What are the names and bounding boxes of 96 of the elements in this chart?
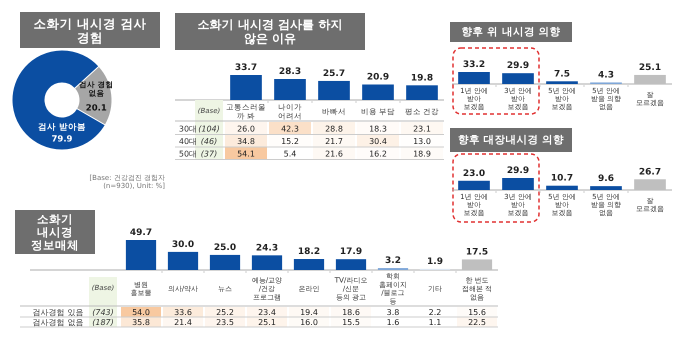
bar	[546, 186, 578, 190]
data-label: 1.6	[386, 318, 400, 326]
data-label: 26.0	[237, 124, 255, 133]
data-label: 18.2	[298, 247, 320, 258]
data-label: 13.0	[413, 136, 431, 146]
bar	[634, 74, 666, 84]
data-label: 28.3	[278, 67, 302, 78]
data-label: 16.0	[300, 318, 318, 326]
bar	[252, 255, 282, 270]
data-label: 54.0	[132, 308, 150, 316]
data-label: 22.5	[468, 318, 486, 326]
bar	[458, 72, 490, 84]
data-label: 33.2	[462, 60, 486, 70]
bar	[274, 79, 306, 100]
data-label: 23.5	[216, 318, 234, 326]
data-label: 30.0	[172, 240, 194, 250]
data-label: 18.6	[342, 308, 360, 316]
data-label: 33.6	[174, 308, 192, 316]
data-label: 17.9	[340, 247, 362, 258]
bar	[318, 80, 350, 100]
data-label: 18.9	[413, 148, 431, 158]
data-label: 1.9	[427, 256, 443, 267]
slice-label: 검사 받아봄	[38, 122, 86, 132]
data-label: 20.1	[86, 103, 107, 114]
data-label: 21.4	[174, 318, 192, 326]
data-label: 3.8	[386, 308, 400, 316]
y2-tick-label: (187)	[92, 318, 114, 326]
bar	[336, 259, 366, 270]
data-label: 19.4	[300, 308, 318, 316]
data-label: 29.9	[506, 61, 530, 72]
data-label: 3.2	[385, 256, 401, 266]
chart-title: 향후 대장내시경 의향	[458, 134, 564, 146]
data-label: 20.9	[366, 72, 390, 82]
data-label: 29.9	[506, 166, 530, 176]
chart-title: 소화기 내시경 검사 경험	[34, 15, 146, 45]
bar	[230, 75, 262, 100]
data-label: 21.7	[325, 136, 343, 146]
data-label: 17.5	[466, 247, 488, 258]
data-label: 19.8	[410, 73, 434, 84]
data-label: 42.3	[281, 124, 299, 133]
y-tick-label: 50대	[178, 148, 198, 158]
data-label: 25.0	[214, 242, 236, 253]
data-label: 49.7	[130, 228, 152, 238]
chart-title: 향후 위 내시경 의향	[462, 26, 560, 38]
bar	[462, 259, 492, 270]
y-tick-label: 40대	[178, 136, 198, 146]
y-tick-label: 검사경험 없음	[32, 318, 84, 326]
bar	[126, 240, 156, 270]
chart-title: 소화기 내시경 정보매체	[31, 212, 79, 252]
bar	[210, 254, 240, 270]
data-label: 28.8	[325, 124, 343, 133]
data-label: 33.7	[234, 63, 258, 73]
data-label: 15.2	[281, 136, 299, 146]
data-label: 23.4	[258, 308, 276, 316]
bar	[502, 178, 534, 190]
data-label: 2.2	[428, 308, 442, 316]
data-label: 54.1	[237, 148, 255, 158]
data-label: 26.7	[638, 167, 662, 178]
bar	[168, 252, 198, 270]
chart-title: 소화기 내시경 검사를 하지 않은 이유	[198, 18, 342, 46]
data-label: 16.2	[369, 148, 387, 158]
data-label: 7.5	[554, 69, 570, 80]
data-label: 10.7	[550, 174, 574, 184]
data-label: 5.4	[284, 148, 296, 158]
y-tick-label: 30대	[178, 124, 198, 133]
bar	[458, 180, 490, 190]
y-tick-label: 검사경험 있음	[32, 308, 84, 316]
bar	[590, 186, 622, 190]
data-label: 25.7	[322, 68, 346, 79]
data-label: 34.8	[237, 136, 255, 146]
bar	[362, 84, 394, 100]
data-label: 25.1	[258, 318, 276, 326]
data-label: 24.3	[256, 243, 278, 254]
data-label: 21.6	[325, 148, 343, 158]
data-label: 18.3	[369, 124, 387, 133]
data-label: 25.1	[638, 62, 662, 73]
data-label: 9.6	[598, 174, 614, 184]
bar	[502, 73, 534, 84]
bar	[294, 259, 324, 270]
data-label: 4.3	[598, 70, 614, 80]
data-label: 23.0	[462, 168, 486, 179]
data-label: 15.6	[468, 308, 486, 316]
data-label: 79.9	[52, 134, 73, 144]
bar	[406, 85, 438, 100]
y2-tick-label: (743)	[92, 308, 114, 316]
data-label: 1.1	[428, 318, 442, 326]
data-label: 25.2	[216, 308, 234, 316]
y2-tick-label: (46)	[200, 136, 218, 146]
bar	[546, 81, 578, 84]
bar	[634, 179, 666, 190]
y2-tick-label: (104)	[198, 124, 220, 133]
data-label: 30.4	[369, 136, 387, 146]
y2-tick-label: (37)	[200, 148, 218, 158]
data-label: 23.1	[413, 124, 431, 133]
data-label: 35.8	[132, 318, 150, 326]
data-label: 15.5	[342, 318, 360, 326]
